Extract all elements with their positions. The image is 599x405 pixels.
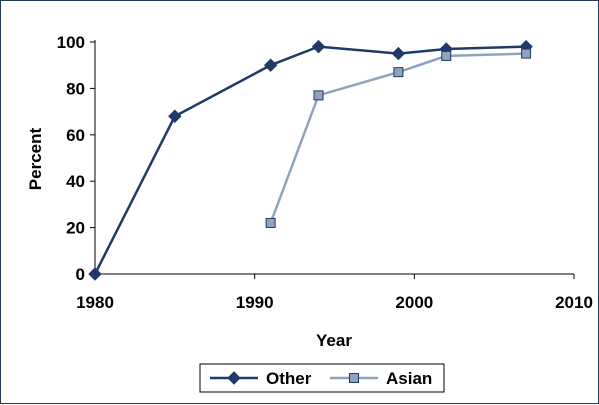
series-line-asian xyxy=(269,52,527,224)
legend: Other Asian xyxy=(199,363,445,393)
y-axis-title: Percent xyxy=(26,127,45,190)
y-tick-label: 60 xyxy=(66,126,85,145)
data-point-asian xyxy=(393,67,404,78)
data-point-other xyxy=(391,46,406,61)
axes: 0 20 40 60 80 100 1980 1990 2000 2010 xyxy=(57,33,593,312)
x-tick-label: 1980 xyxy=(76,293,114,312)
data-point-asian xyxy=(441,50,452,61)
x-tick-label: 2010 xyxy=(555,293,593,312)
legend-marker-asian xyxy=(349,373,359,383)
data-point-other xyxy=(168,109,182,123)
data-point-asian xyxy=(313,90,324,101)
x-axis-title: Year xyxy=(316,331,352,350)
y-tick-label: 80 xyxy=(66,79,85,98)
data-point-asian xyxy=(521,48,532,59)
data-point-asian xyxy=(265,217,276,228)
data-point-other xyxy=(88,267,102,281)
x-tick-label: 1990 xyxy=(236,293,274,312)
data-point-other xyxy=(263,58,278,72)
legend-marker-other xyxy=(227,371,241,385)
legend-label-asian: Asian xyxy=(386,369,432,388)
series-lines xyxy=(93,45,527,275)
series-markers xyxy=(88,39,533,281)
series-line-other xyxy=(93,45,527,275)
data-point-other xyxy=(311,39,326,54)
legend-label-other: Other xyxy=(266,369,312,388)
x-tick-label: 2000 xyxy=(395,293,433,312)
y-tick-label: 40 xyxy=(66,172,85,191)
y-tick-label: 20 xyxy=(66,219,85,238)
y-tick-label: 100 xyxy=(57,33,85,52)
y-tick-label: 0 xyxy=(76,265,85,284)
